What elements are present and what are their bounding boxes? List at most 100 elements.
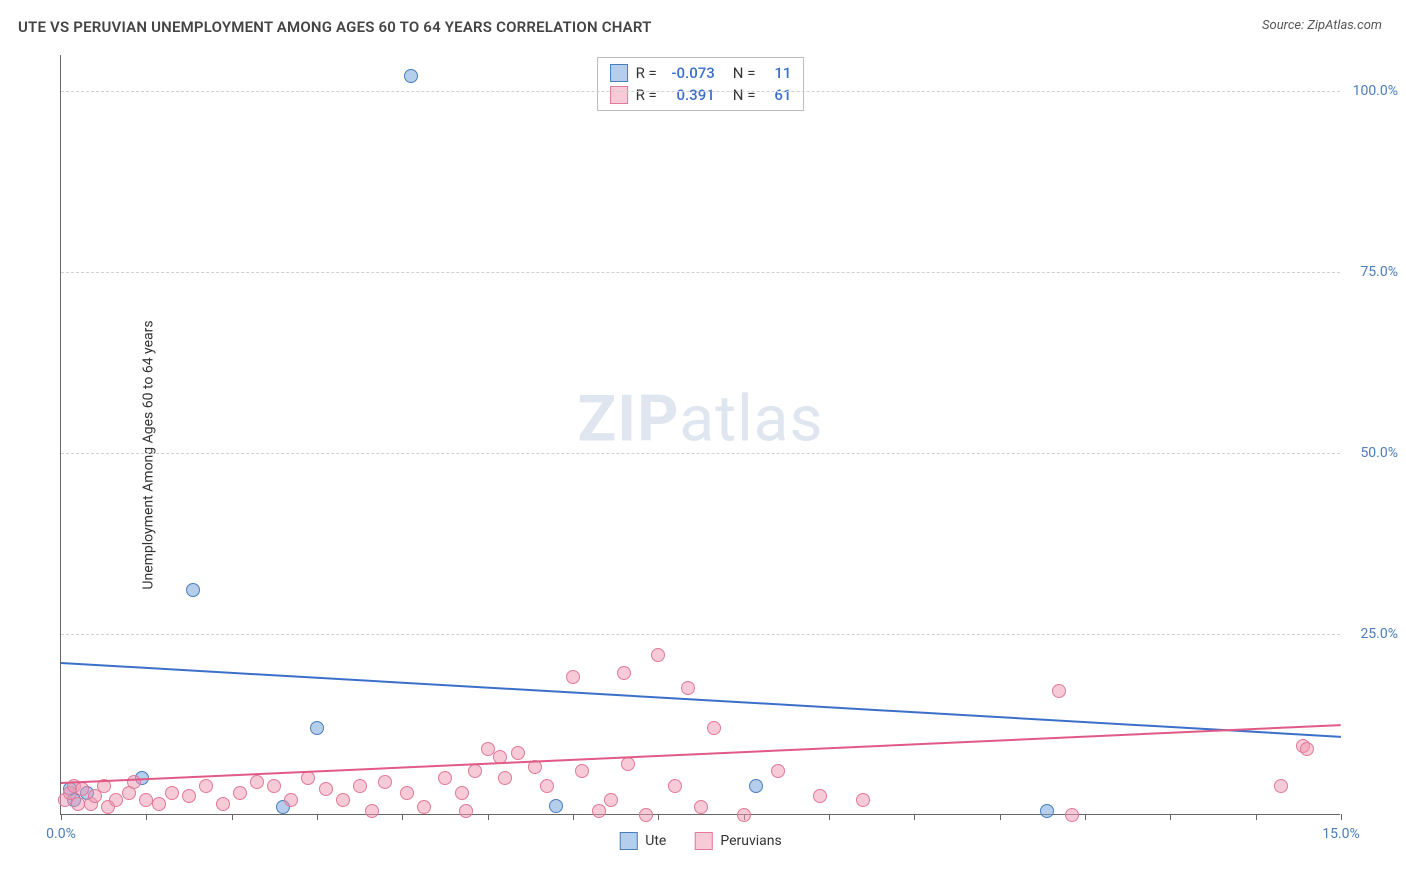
- data-point: [498, 771, 512, 785]
- data-point: [549, 799, 563, 813]
- data-point: [455, 786, 469, 800]
- legend-n-label: N =: [733, 86, 756, 104]
- data-point: [540, 779, 554, 793]
- y-tick-label: 50.0%: [1360, 445, 1398, 461]
- y-tick-label: 75.0%: [1360, 264, 1398, 280]
- legend-item: Ute: [619, 832, 666, 850]
- data-point: [310, 721, 324, 735]
- legend-n-label: N =: [733, 64, 756, 82]
- data-point: [617, 666, 631, 680]
- data-point: [707, 721, 721, 735]
- chart-container: Unemployment Among Ages 60 to 64 years Z…: [50, 55, 1390, 855]
- gridline: [61, 272, 1340, 273]
- x-tick: [1000, 814, 1001, 820]
- data-point: [459, 804, 473, 818]
- watermark-atlas: atlas: [679, 382, 823, 457]
- y-tick-label: 25.0%: [1360, 626, 1398, 642]
- x-tick: [61, 814, 62, 820]
- x-tick: [658, 814, 659, 820]
- data-point: [109, 793, 123, 807]
- data-point: [186, 583, 200, 597]
- data-point: [1040, 804, 1054, 818]
- data-point: [127, 775, 141, 789]
- legend-swatch: [610, 64, 628, 82]
- legend-r-value: 0.391: [665, 86, 715, 104]
- data-point: [1052, 684, 1066, 698]
- legend-swatch: [619, 832, 637, 850]
- data-point: [233, 786, 247, 800]
- data-point: [1300, 742, 1314, 756]
- legend-r-label: R =: [636, 86, 657, 104]
- correlation-legend: R = -0.073 N = 11 R = 0.391 N = 61: [597, 57, 805, 111]
- data-point: [481, 742, 495, 756]
- data-point: [267, 779, 281, 793]
- data-point: [681, 681, 695, 695]
- data-point: [284, 793, 298, 807]
- chart-header: UTE VS PERUVIAN UNEMPLOYMENT AMONG AGES …: [0, 0, 1406, 40]
- data-point: [139, 793, 153, 807]
- data-point: [592, 804, 606, 818]
- chart-title: UTE VS PERUVIAN UNEMPLOYMENT AMONG AGES …: [18, 18, 652, 36]
- watermark: ZIPatlas: [578, 382, 824, 457]
- legend-row: R = 0.391 N = 61: [610, 84, 792, 106]
- legend-r-label: R =: [636, 64, 657, 82]
- legend-n-value: 11: [763, 64, 791, 82]
- legend-item: Peruvians: [694, 832, 781, 850]
- x-tick: [1170, 814, 1171, 820]
- data-point: [365, 804, 379, 818]
- source-credit: Source: ZipAtlas.com: [1262, 18, 1382, 33]
- data-point: [216, 797, 230, 811]
- data-point: [417, 800, 431, 814]
- legend-swatch: [694, 832, 712, 850]
- x-tick: [1341, 814, 1342, 820]
- legend-swatch: [610, 86, 628, 104]
- x-tick: [1085, 814, 1086, 820]
- x-tick: [402, 814, 403, 820]
- legend-n-value: 61: [763, 86, 791, 104]
- data-point: [182, 789, 196, 803]
- trend-line: [61, 662, 1341, 738]
- data-point: [749, 779, 763, 793]
- x-tick: [146, 814, 147, 820]
- data-point: [400, 786, 414, 800]
- watermark-zip: ZIP: [578, 382, 680, 457]
- data-point: [378, 775, 392, 789]
- data-point: [566, 670, 580, 684]
- data-point: [319, 782, 333, 796]
- data-point: [301, 771, 315, 785]
- gridline: [61, 453, 1340, 454]
- y-tick-label: 100.0%: [1353, 83, 1398, 99]
- data-point: [771, 764, 785, 778]
- data-point: [336, 793, 350, 807]
- series-legend: Ute Peruvians: [619, 832, 781, 850]
- data-point: [621, 757, 635, 771]
- data-point: [199, 779, 213, 793]
- data-point: [353, 779, 367, 793]
- x-tick-label: 0.0%: [46, 826, 76, 842]
- data-point: [1274, 779, 1288, 793]
- x-tick: [1256, 814, 1257, 820]
- data-point: [250, 775, 264, 789]
- x-tick: [829, 814, 830, 820]
- data-point: [856, 793, 870, 807]
- data-point: [511, 746, 525, 760]
- data-point: [152, 797, 166, 811]
- legend-label: Peruvians: [720, 833, 781, 849]
- x-tick-label: 15.0%: [1322, 826, 1360, 842]
- data-point: [694, 800, 708, 814]
- data-point: [165, 786, 179, 800]
- x-tick: [914, 814, 915, 820]
- data-point: [1065, 808, 1079, 822]
- data-point: [404, 69, 418, 83]
- data-point: [651, 648, 665, 662]
- data-point: [468, 764, 482, 778]
- data-point: [75, 782, 89, 796]
- data-point: [639, 808, 653, 822]
- gridline: [61, 634, 1340, 635]
- legend-r-value: -0.073: [665, 64, 715, 82]
- legend-label: Ute: [645, 833, 666, 849]
- x-tick: [317, 814, 318, 820]
- x-tick: [488, 814, 489, 820]
- legend-row: R = -0.073 N = 11: [610, 62, 792, 84]
- x-tick: [232, 814, 233, 820]
